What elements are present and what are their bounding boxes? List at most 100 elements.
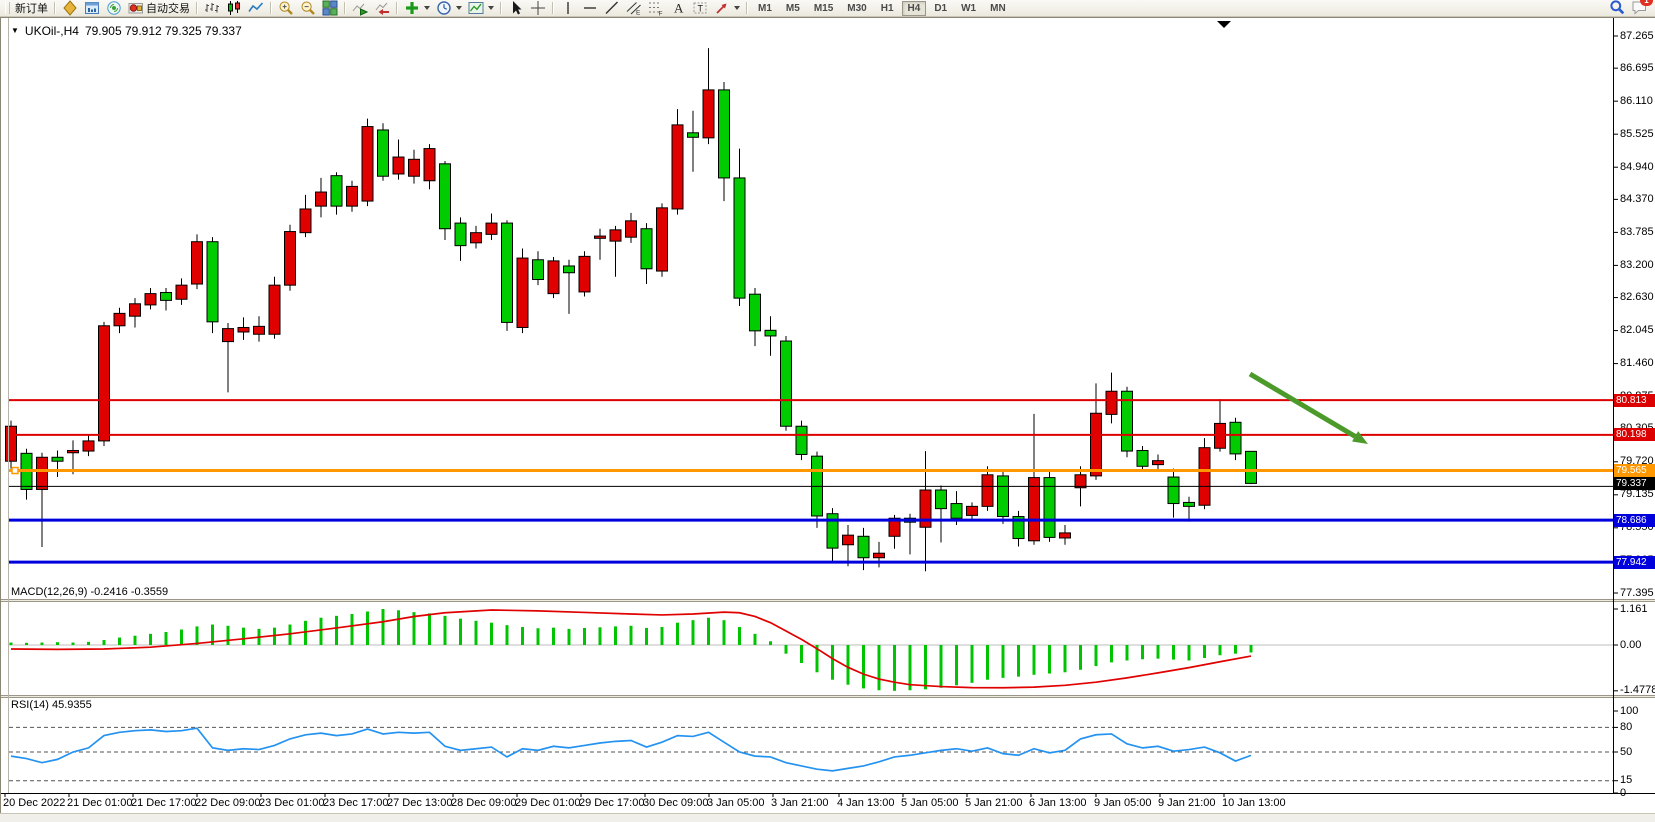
- templates-icon: [468, 0, 484, 16]
- autotrading-icon: [128, 0, 144, 16]
- timeframe-w1-button[interactable]: W1: [961, 2, 977, 14]
- new-order-button[interactable]: 新订单: [12, 0, 51, 16]
- indicators-button[interactable]: [401, 0, 433, 16]
- bar-chart-mode-button[interactable]: [201, 0, 223, 16]
- price-tick-label: 84.370: [1620, 192, 1654, 205]
- charts-icon: [62, 0, 78, 16]
- time-axis-label: 6 Jan 13:00: [1029, 797, 1087, 809]
- alerts-icon: [106, 0, 122, 16]
- charts-button[interactable]: [59, 0, 81, 16]
- trend-arrow[interactable]: [1248, 371, 1368, 444]
- zoom-out-icon: [300, 0, 316, 16]
- svg-text:A: A: [674, 1, 684, 16]
- candle-chart-mode-button[interactable]: [223, 0, 245, 16]
- chevron-down-icon[interactable]: [456, 6, 462, 10]
- toolbar-grip[interactable]: [5, 2, 10, 14]
- timeframe-m5-button[interactable]: M5: [785, 2, 800, 14]
- alerts-button[interactable]: [103, 0, 125, 16]
- draw-channel-button[interactable]: E: [623, 0, 645, 16]
- bar-chart-mode-icon: [204, 0, 220, 16]
- price-tick-label: 87.265: [1620, 29, 1654, 42]
- tile-windows-icon: [322, 0, 338, 16]
- chevron-down-icon[interactable]: [734, 6, 740, 10]
- candle-chart-mode-icon: [226, 0, 242, 16]
- draw-vline-button[interactable]: [557, 0, 579, 16]
- chart-shift-icon: [374, 0, 390, 16]
- rsi-scale-label: 100: [1620, 704, 1639, 717]
- price-tick-label: 81.460: [1620, 357, 1654, 370]
- price-level-badge: 79.337: [1614, 476, 1655, 490]
- draw-arrows-icon: [714, 0, 730, 16]
- level-anchor-handle[interactable]: [11, 466, 19, 475]
- time-axis-label: 23 Dec 17:00: [323, 797, 389, 809]
- chart-canvas[interactable]: [1, 18, 1655, 814]
- draw-label-button[interactable]: T: [689, 0, 711, 16]
- toolbar-separator: [270, 2, 272, 14]
- draw-trendline-button[interactable]: [601, 0, 623, 16]
- time-axis-label: 9 Jan 21:00: [1158, 797, 1216, 809]
- draw-fibonacci-button[interactable]: F: [645, 0, 667, 16]
- price-level-badge: 80.813: [1614, 393, 1655, 407]
- rsi-scale-label: 50: [1620, 745, 1633, 758]
- macd-scale-label: -1.4778: [1620, 684, 1655, 697]
- periods-button[interactable]: [433, 0, 465, 16]
- chart-shift-button[interactable]: [371, 0, 393, 16]
- chevron-down-icon[interactable]: [424, 6, 430, 10]
- timeframe-h1-button[interactable]: H1: [880, 2, 894, 14]
- line-chart-mode-icon: [248, 0, 264, 16]
- time-axis-label: 4 Jan 13:00: [837, 797, 895, 809]
- zoom-in-button[interactable]: [275, 0, 297, 16]
- time-axis-label: 22 Dec 09:00: [195, 797, 261, 809]
- macd-indicator-label: MACD(12,26,9) -0.2416 -0.3559: [11, 586, 169, 598]
- rsi-scale-label: 15: [1620, 774, 1633, 787]
- templates-button[interactable]: [465, 0, 497, 16]
- new-order-label: 新订单: [15, 3, 48, 15]
- chevron-down-icon[interactable]: [488, 6, 494, 10]
- search-icon[interactable]: [1609, 0, 1625, 18]
- rsi-line: [10, 727, 1252, 772]
- timeframe-h4-button[interactable]: H4: [901, 0, 927, 16]
- price-level-badge: 78.686: [1614, 513, 1655, 527]
- price-tick-label: 86.695: [1620, 61, 1654, 74]
- draw-arrows-button[interactable]: [711, 0, 743, 16]
- toolbar-separator: [552, 2, 554, 14]
- crosshair-button[interactable]: [527, 0, 549, 16]
- timeframe-d1-button[interactable]: D1: [934, 2, 948, 14]
- market-watch-button[interactable]: [81, 0, 103, 16]
- line-chart-mode-button[interactable]: [245, 0, 267, 16]
- tile-windows-button[interactable]: [319, 0, 341, 16]
- cursor-button[interactable]: [505, 0, 527, 16]
- time-axis-label: 3 Jan 05:00: [707, 797, 765, 809]
- horizontal-level-lines[interactable]: [9, 399, 1613, 564]
- one-click-trading-toggle-icon[interactable]: ▼: [11, 25, 19, 35]
- timeframe-mn-button[interactable]: MN: [990, 2, 1006, 14]
- time-axis-label: 30 Dec 09:00: [643, 797, 709, 809]
- chat-bubble-icon: [1631, 1, 1647, 18]
- svg-text:T: T: [698, 4, 704, 14]
- zoom-out-button[interactable]: [297, 0, 319, 16]
- auto-scroll-button[interactable]: [349, 0, 371, 16]
- price-tick-label: 84.940: [1620, 160, 1654, 173]
- time-axis-label: 20 Dec 2022: [3, 797, 66, 809]
- time-axis-label: 28 Dec 09:00: [451, 797, 517, 809]
- macd-scale-label: 1.161: [1620, 602, 1648, 615]
- draw-hline-icon: [582, 0, 598, 16]
- svg-text:E: E: [636, 10, 641, 17]
- autotrading-button[interactable]: 自动交易: [125, 0, 193, 16]
- time-axis-label: 10 Jan 13:00: [1222, 797, 1286, 809]
- time-axis-label: 23 Dec 01:00: [259, 797, 325, 809]
- timeframe-m30-button[interactable]: M30: [847, 2, 867, 14]
- toolbar-separator: [196, 2, 198, 14]
- zoom-in-icon: [278, 0, 294, 16]
- autotrading-label: 自动交易: [146, 3, 190, 15]
- chart-window[interactable]: ▼ UKOil-,H4 79.905 79.912 79.325 79.337 …: [0, 17, 1655, 813]
- chart-shift-marker-icon[interactable]: [1217, 21, 1231, 28]
- main-toolbar: 新订单 自动交易 E F A T M1 M5 M15 M30 H1 H4 D1 W1 MN 1: [0, 0, 1655, 17]
- timeframe-m1-button[interactable]: M1: [758, 2, 772, 14]
- notifications-chat-button[interactable]: 1: [1631, 0, 1653, 18]
- draw-text-button[interactable]: A: [667, 0, 689, 16]
- timeframe-m15-button[interactable]: M15: [813, 2, 834, 14]
- time-axis-label: 21 Dec 17:00: [131, 797, 197, 809]
- draw-hline-button[interactable]: [579, 0, 601, 16]
- price-level-badge: 77.942: [1614, 555, 1655, 569]
